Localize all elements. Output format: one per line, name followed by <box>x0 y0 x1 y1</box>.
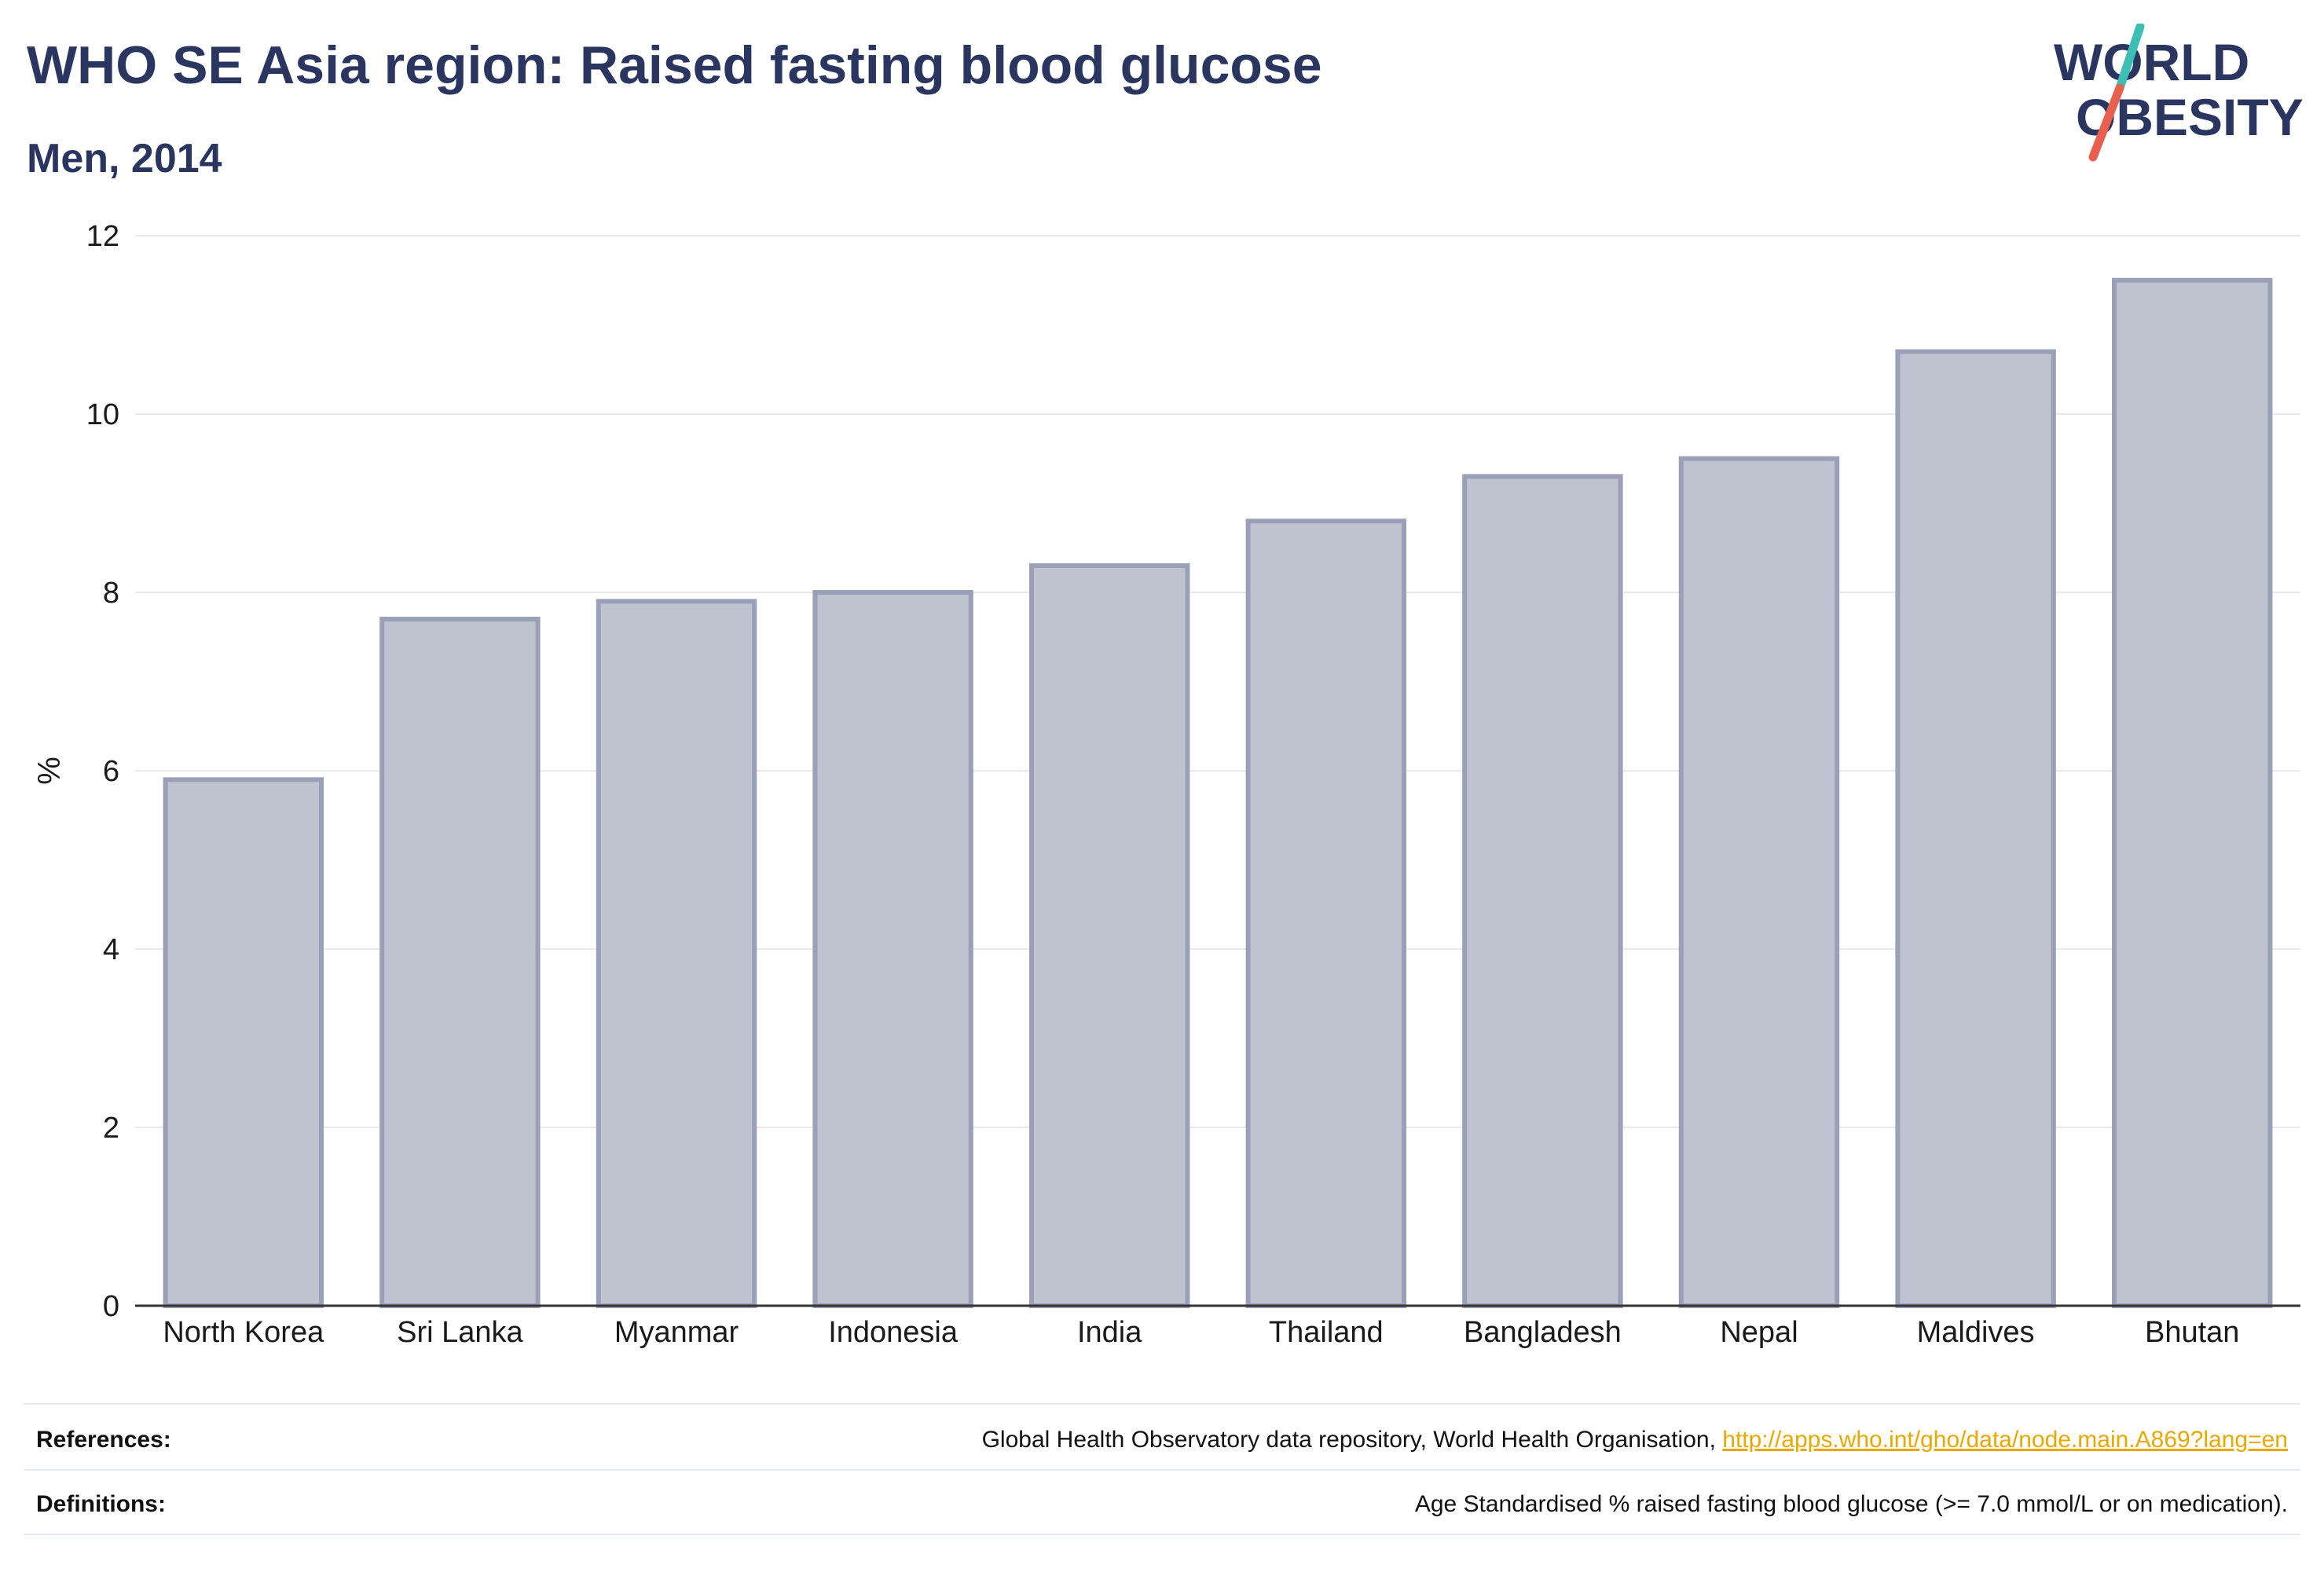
bar <box>163 777 324 1308</box>
y-axis-label: % <box>32 757 67 785</box>
logo-line-1: WORLD <box>2054 33 2249 91</box>
references-label: References: <box>36 1427 171 1453</box>
x-tick-label: Indonesia <box>828 1316 959 1349</box>
world-obesity-logo: WORLD OBESITY <box>2054 24 2304 162</box>
bar <box>812 590 973 1308</box>
y-tick-label: 6 <box>103 755 119 788</box>
definitions-label: Definitions: <box>36 1491 166 1517</box>
references-value: Global Health Observatory data repositor… <box>982 1427 2288 1453</box>
x-tick-label: Thailand <box>1269 1316 1384 1349</box>
x-tick-label: India <box>1077 1316 1142 1349</box>
bar <box>596 599 757 1308</box>
x-tick-label: Bangladesh <box>1464 1316 1622 1349</box>
logo-slash-top <box>2115 24 2145 93</box>
bar <box>379 617 541 1308</box>
y-tick-label: 12 <box>86 220 119 253</box>
bar <box>1028 563 1190 1308</box>
x-tick-label: North Korea <box>163 1316 324 1349</box>
references-text: Global Health Observatory data repositor… <box>981 1427 1723 1453</box>
x-tick-label: Nepal <box>1720 1316 1798 1349</box>
bars <box>163 277 2273 1309</box>
y-tick-label: 10 <box>86 398 119 431</box>
y-tick-label: 2 <box>103 1112 119 1145</box>
y-tick-label: 8 <box>103 577 119 610</box>
y-tick-label: 4 <box>103 933 119 966</box>
bar <box>1678 456 1840 1308</box>
y-tick-label: 0 <box>103 1290 119 1323</box>
x-tick-label: Maldives <box>1917 1316 2035 1349</box>
footer-divider-middle <box>24 1469 2300 1471</box>
bar <box>1895 349 2056 1308</box>
x-tick-label: Sri Lanka <box>397 1316 523 1349</box>
bar <box>2111 277 2273 1308</box>
bar <box>1245 519 1407 1308</box>
references-link[interactable]: http://apps.who.int/gho/data/node.main.A… <box>1722 1427 2288 1453</box>
x-tick-label: Myanmar <box>614 1316 739 1349</box>
chart-title: WHO SE Asia region: Raised fasting blood… <box>27 35 1322 95</box>
definitions-value: Age Standardised % raised fasting blood … <box>1414 1491 2288 1517</box>
chart-subtitle: Men, 2014 <box>27 136 222 181</box>
x-tick-label: Bhutan <box>2145 1316 2239 1349</box>
logo-slash-bottom <box>2088 83 2124 162</box>
bar <box>1462 474 1623 1309</box>
footer-divider-top <box>24 1403 2300 1405</box>
bar-chart: 0 2 4 6 8 10 12% North Korea Sri Lanka Myanmar Ind… <box>32 220 2300 1349</box>
footer-divider-bottom <box>24 1534 2300 1535</box>
axes: 0 2 4 6 8 10 12% North Korea Sri Lanka Myanmar Ind… <box>32 220 2300 1349</box>
